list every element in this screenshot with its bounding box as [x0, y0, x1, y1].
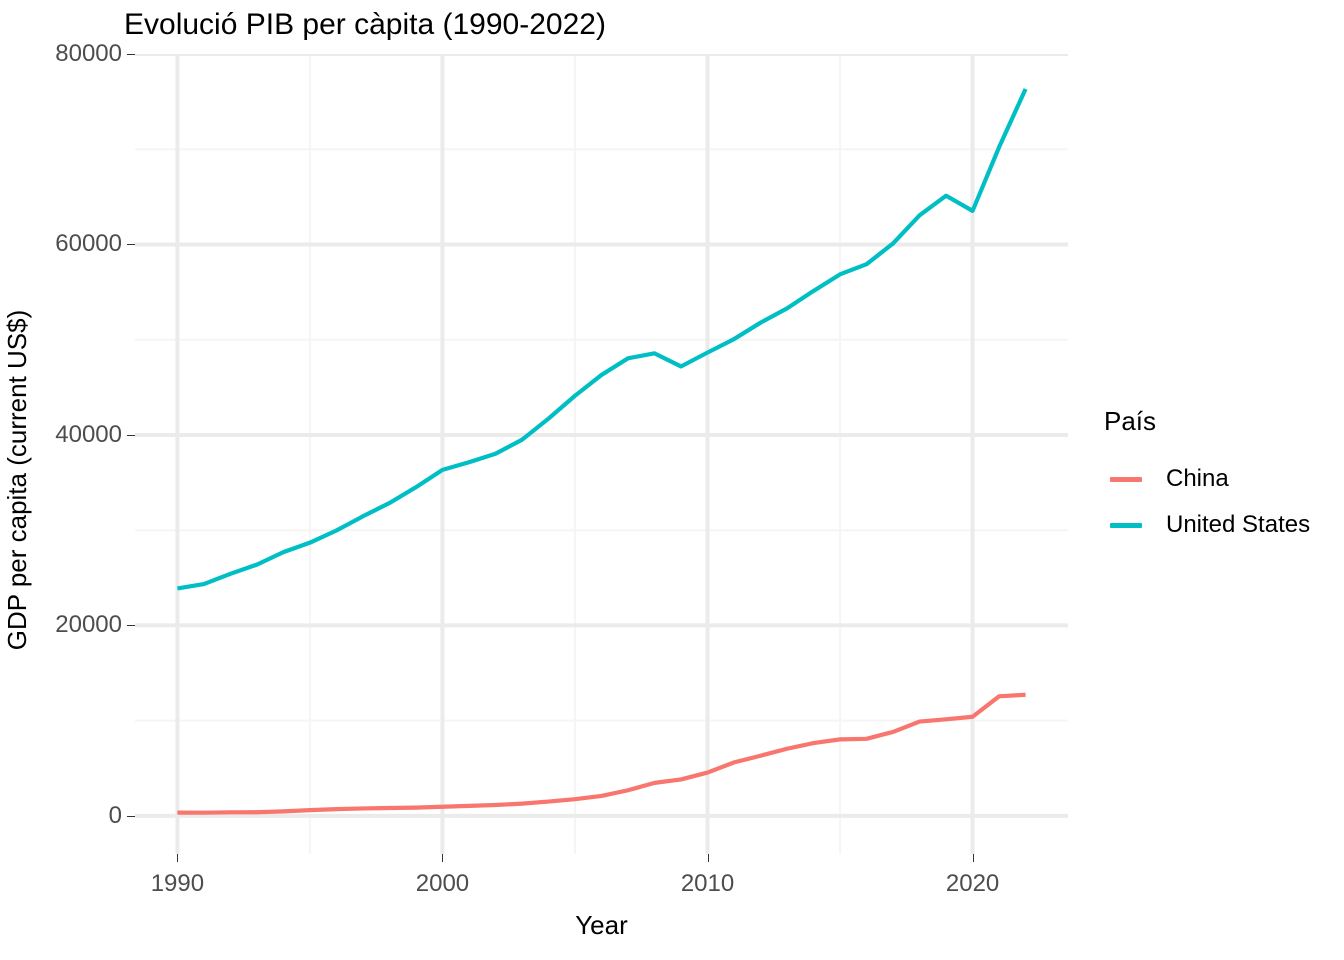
legend: País China United States — [1104, 404, 1310, 548]
x-tick-label: 2020 — [945, 870, 1000, 897]
legend-items: China United States — [1104, 456, 1310, 548]
legend-line-icon — [1110, 476, 1142, 482]
minor-gridlines — [135, 54, 1068, 854]
y-tick-mark — [127, 625, 135, 627]
x-tick-mark — [972, 854, 974, 862]
y-tick-mark — [127, 54, 135, 55]
legend-item-label: United States — [1166, 511, 1311, 538]
x-tick-label: 2010 — [680, 870, 735, 897]
x-tick-mark — [177, 854, 179, 862]
series-lines — [177, 88, 1028, 815]
y-axis-title: GDP per capita (current US$) — [2, 309, 32, 651]
legend-key-swatch — [1104, 456, 1148, 502]
x-tick-mark — [707, 854, 709, 862]
y-tick-mark — [127, 815, 135, 817]
x-tick-label: 1990 — [150, 870, 205, 897]
plot-svg — [135, 54, 1068, 854]
x-tick-label: 2000 — [415, 870, 470, 897]
legend-title: País — [1104, 406, 1157, 436]
major-gridlines — [135, 54, 1068, 854]
y-tick-mark — [127, 244, 135, 246]
legend-item-label: China — [1166, 465, 1229, 492]
plot-panel — [135, 54, 1068, 854]
legend-key-swatch — [1104, 502, 1148, 548]
legend-item[interactable]: United States — [1104, 502, 1310, 548]
x-tick-mark — [442, 854, 444, 862]
y-tick-mark — [127, 434, 135, 436]
chart-title: Evolució PIB per càpita (1990-2022) — [124, 8, 606, 41]
x-axis-title: Year — [575, 910, 628, 940]
legend-line-icon — [1110, 522, 1142, 528]
legend-item[interactable]: China — [1104, 456, 1310, 502]
